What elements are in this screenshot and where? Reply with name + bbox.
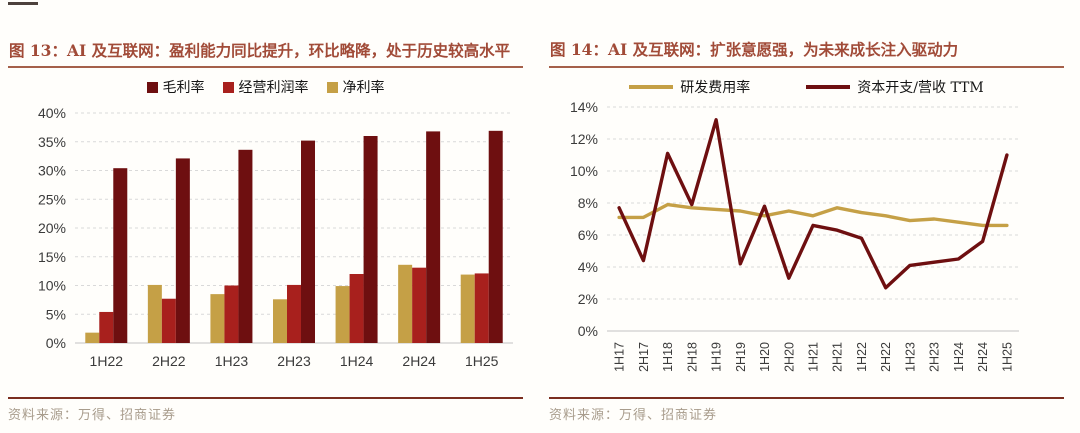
x-tick-label: 1H25 bbox=[1000, 342, 1014, 372]
capex-revenue-line-swatch-icon bbox=[806, 84, 851, 89]
series-line-资本开支/营收 TTM bbox=[617, 117, 1009, 290]
x-tick-label: 2H23 bbox=[928, 342, 942, 372]
legend-item-operating-margin: 经营利润率 bbox=[222, 77, 309, 97]
capex-rd-line-chart: 0% 2% 4% 6% 8% 10% 12% 14% 1H17 2H17 1H18 2H18 1H19 2… bbox=[570, 99, 1019, 372]
gross-margin-swatch-icon bbox=[146, 81, 158, 93]
figure-14-source: 资料来源：万得、招商证券 bbox=[549, 397, 1064, 423]
y-tick-label: 2% bbox=[578, 291, 598, 307]
bar-净利率 bbox=[147, 284, 162, 343]
x-tick-label: 2H23 bbox=[277, 353, 311, 369]
bar-净利率 bbox=[460, 274, 475, 343]
bar-经营利润率 bbox=[161, 298, 176, 343]
x-tick-label: 2H19 bbox=[734, 342, 748, 372]
figure-13-legend: 毛利率 经营利润率 净利率 bbox=[8, 68, 523, 97]
x-tick-label: 2H24 bbox=[402, 353, 436, 369]
figure-13-panel: 图 13：AI 及互联网：盈利能力同比提升，环比略降，处于历史较高水平 毛利率 … bbox=[8, 6, 523, 423]
x-tick-label: 2H18 bbox=[685, 342, 699, 372]
x-tick-label: 1H22 bbox=[89, 353, 123, 369]
legend-item-capex-revenue: 资本开支/营收 TTM bbox=[806, 77, 984, 97]
legend-label-capex-revenue: 资本开支/营收 TTM bbox=[857, 79, 984, 96]
table-border-remnant bbox=[8, 2, 38, 5]
bar-净利率 bbox=[335, 286, 350, 343]
x-tick-label: 1H24 bbox=[339, 353, 373, 369]
y-tick-label: 10% bbox=[570, 163, 598, 179]
x-tick-label: 2H22 bbox=[152, 353, 186, 369]
y-tick-label: 6% bbox=[578, 227, 598, 243]
bar-毛利率 bbox=[175, 158, 190, 343]
y-tick-label: 10% bbox=[37, 278, 65, 294]
x-tick-label: 2H20 bbox=[782, 342, 796, 372]
bar-毛利率 bbox=[363, 136, 378, 343]
legend-item-net-margin: 净利率 bbox=[326, 77, 385, 97]
legend-label-operating-margin: 经营利润率 bbox=[238, 80, 309, 96]
legend-label-rd-expense: 研发费用率 bbox=[680, 79, 751, 96]
rd-expense-line-swatch-icon bbox=[629, 84, 674, 89]
x-tick-label: 1H20 bbox=[758, 342, 772, 372]
x-tick-label: 2H22 bbox=[879, 342, 893, 372]
y-tick-label: 4% bbox=[578, 259, 598, 275]
x-tick-label: 1H17 bbox=[613, 342, 627, 372]
figure-13-source: 资料来源：万得、招商证券 bbox=[8, 397, 523, 423]
bar-经营利润率 bbox=[474, 273, 489, 343]
y-tick-label: 12% bbox=[570, 131, 598, 147]
legend-item-gross-margin: 毛利率 bbox=[146, 77, 205, 97]
x-tick-label: 1H23 bbox=[903, 342, 917, 372]
x-tick-label: 1H25 bbox=[464, 353, 498, 369]
legend-label-gross-margin: 毛利率 bbox=[162, 80, 205, 96]
y-tick-label: 25% bbox=[37, 191, 65, 207]
x-tick-label: 1H18 bbox=[661, 342, 675, 372]
x-tick-label: 1H19 bbox=[710, 342, 724, 372]
figure-14-title: 图 14：AI 及互联网：扩张意愿强，为未来成长注入驱动力 bbox=[549, 6, 1064, 68]
bar-净利率 bbox=[209, 294, 224, 343]
y-tick-label: 35% bbox=[37, 134, 65, 150]
bar-经营利润率 bbox=[98, 311, 113, 343]
y-tick-label: 40% bbox=[37, 105, 65, 121]
legend-label-net-margin: 净利率 bbox=[342, 80, 385, 96]
x-tick-label: 1H21 bbox=[807, 342, 821, 372]
y-tick-label: 14% bbox=[570, 99, 598, 115]
x-tick-label: 2H17 bbox=[637, 342, 651, 372]
bar-毛利率 bbox=[112, 168, 127, 343]
x-tick-label: 1H24 bbox=[952, 342, 966, 372]
x-tick-label: 1H23 bbox=[214, 353, 248, 369]
bar-净利率 bbox=[272, 299, 287, 343]
x-tick-label: 1H22 bbox=[855, 342, 869, 372]
bar-毛利率 bbox=[488, 130, 503, 343]
margin-bar-chart: 0% 5% 10% 15% 20% 25% 30% 35% 40% 1H22 2H22 1H23 2H2… bbox=[37, 105, 513, 369]
y-tick-label: 15% bbox=[37, 249, 65, 265]
figure-14-legend: 研发费用率 资本开支/营收 TTM bbox=[549, 68, 1064, 97]
bar-经营利润率 bbox=[411, 267, 426, 343]
bar-净利率 bbox=[397, 264, 412, 343]
y-tick-label: 5% bbox=[45, 306, 65, 322]
series-line-研发费用率 bbox=[617, 202, 1009, 227]
bar-毛利率 bbox=[237, 149, 252, 343]
figure-14-panel: 图 14：AI 及互联网：扩张意愿强，为未来成长注入驱动力 研发费用率 资本开支… bbox=[549, 6, 1064, 423]
bar-净利率 bbox=[84, 332, 99, 343]
bar-毛利率 bbox=[425, 131, 440, 343]
bar-经营利润率 bbox=[223, 285, 238, 343]
legend-item-rd-expense: 研发费用率 bbox=[629, 77, 750, 97]
bar-经营利润率 bbox=[286, 284, 301, 343]
figure-13-title: 图 13：AI 及互联网：盈利能力同比提升，环比略降，处于历史较高水平 bbox=[8, 6, 523, 68]
bar-毛利率 bbox=[300, 140, 315, 343]
y-tick-label: 0% bbox=[45, 335, 65, 351]
x-tick-label: 2H24 bbox=[976, 342, 990, 372]
y-tick-label: 0% bbox=[578, 323, 598, 339]
bar-经营利润率 bbox=[349, 274, 364, 343]
operating-margin-swatch-icon bbox=[222, 81, 234, 93]
y-tick-label: 8% bbox=[578, 195, 598, 211]
y-tick-label: 20% bbox=[37, 220, 65, 236]
net-margin-swatch-icon bbox=[326, 81, 338, 93]
y-tick-label: 30% bbox=[37, 163, 65, 179]
x-tick-label: 2H21 bbox=[831, 342, 845, 372]
